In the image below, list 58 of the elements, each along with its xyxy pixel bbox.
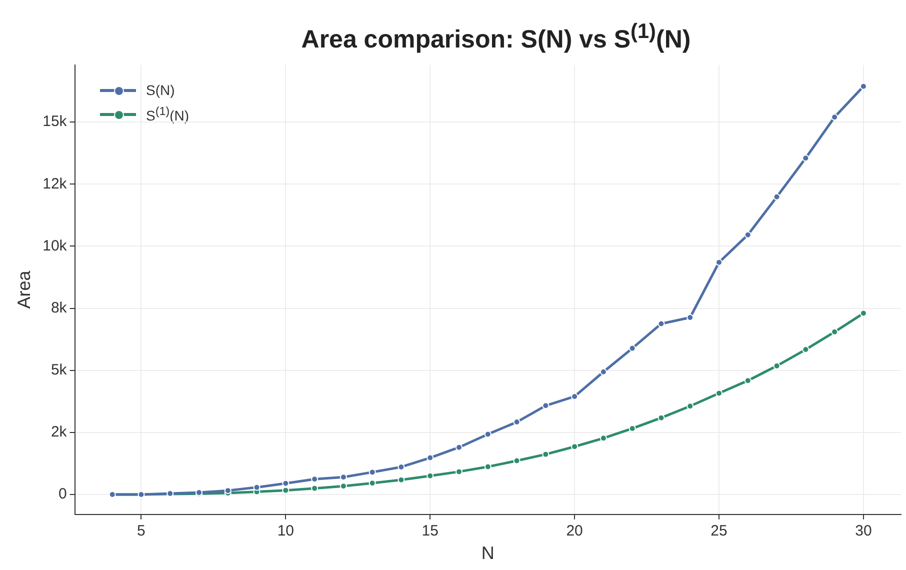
y-tick-label: 0 xyxy=(58,486,67,503)
point xyxy=(628,344,636,352)
point xyxy=(368,480,376,487)
point xyxy=(253,484,260,491)
point xyxy=(484,463,492,470)
point xyxy=(571,443,578,450)
point xyxy=(311,484,318,492)
x-tick-label: 25 xyxy=(710,522,728,540)
point xyxy=(744,377,752,384)
point xyxy=(282,480,290,487)
point xyxy=(860,82,867,90)
chart-title: Area comparison: S(N) vs S$^{(1)}$(N) xyxy=(300,20,692,54)
point xyxy=(658,414,665,422)
y-tick-label: 2k xyxy=(50,424,68,441)
point xyxy=(831,114,838,121)
point xyxy=(456,444,463,451)
point xyxy=(802,346,810,354)
x-tick-label: 15 xyxy=(422,522,438,540)
point xyxy=(802,154,810,162)
point xyxy=(484,430,492,438)
point xyxy=(744,231,752,238)
point xyxy=(426,472,434,480)
point xyxy=(456,468,463,476)
point xyxy=(513,457,520,464)
x-axis-title: N xyxy=(481,543,494,564)
y-axis-title: Area xyxy=(14,270,34,309)
point xyxy=(860,310,867,317)
legend-label: S(N) xyxy=(146,82,175,98)
point xyxy=(311,476,318,483)
point xyxy=(600,368,607,376)
point xyxy=(368,468,376,476)
point xyxy=(340,474,347,481)
point xyxy=(542,450,550,458)
point xyxy=(426,454,434,462)
point xyxy=(224,487,232,494)
point xyxy=(773,193,780,200)
point xyxy=(542,402,550,410)
point xyxy=(282,486,290,494)
y-tick-label: 15k xyxy=(42,113,68,130)
x-tick-label: 10 xyxy=(277,522,294,540)
point xyxy=(340,482,347,490)
legend-label: S$^{(1)}$(N) xyxy=(146,104,190,124)
y-tick-label: 8k xyxy=(50,299,68,316)
point xyxy=(831,328,838,336)
x-tick-label: 20 xyxy=(566,522,583,540)
point xyxy=(773,362,780,370)
point xyxy=(398,476,405,484)
x-tick-label: 5 xyxy=(137,522,146,540)
point xyxy=(716,258,722,266)
y-tick-label: 12k xyxy=(42,175,68,192)
point xyxy=(658,320,665,328)
point xyxy=(600,434,607,442)
point xyxy=(571,392,578,400)
y-tick-label: 5k xyxy=(50,362,68,379)
y-tick-label: 10k xyxy=(42,237,68,254)
x-tick-label: 30 xyxy=(855,522,872,540)
point xyxy=(686,402,694,410)
point xyxy=(716,390,722,397)
